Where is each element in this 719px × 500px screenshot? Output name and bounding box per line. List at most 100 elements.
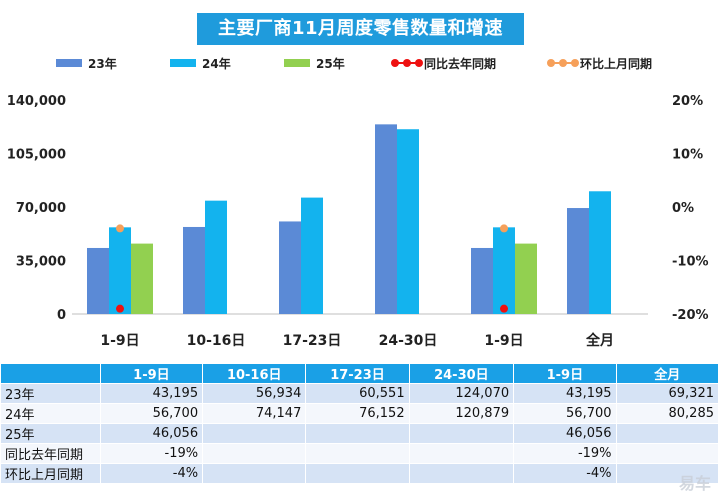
table-row-label: 25年 <box>0 423 101 444</box>
bar <box>183 226 205 314</box>
y-right-tick-label: 0% <box>672 201 694 216</box>
table-header-cell: 1-9日 <box>99 363 204 384</box>
table-cell <box>202 463 307 484</box>
legend-item-yoy: 同比去年同期 <box>391 53 497 73</box>
y-left-tick-label: 105,000 <box>7 148 66 163</box>
y-right-tick-label: 20% <box>672 94 703 109</box>
x-tick-label: 全月 <box>585 332 614 349</box>
legend-label-25: 25年 <box>316 56 345 71</box>
bar <box>375 124 397 314</box>
table-cell <box>202 423 307 444</box>
table-cell <box>305 443 410 464</box>
table-cell: -19% <box>513 443 617 464</box>
table-cell <box>305 423 410 444</box>
y-left-tick-label: 0 <box>57 308 66 323</box>
table-cell: 124,070 <box>408 383 515 404</box>
table-cell: 120,879 <box>408 403 515 424</box>
y-right-tick-label: -20% <box>672 308 709 323</box>
bar <box>205 200 227 314</box>
chart-legend: 23年 24年 25年 同比去年同期 环比上 <box>0 53 719 73</box>
table-header-cell: 1-9日 <box>513 363 617 384</box>
table-cell: 69,321 <box>615 383 719 404</box>
table-cell: 56,700 <box>99 403 204 424</box>
table-cell <box>408 423 515 444</box>
table-header-cell <box>0 363 101 384</box>
table-cell <box>615 423 719 444</box>
table-header-cell: 全月 <box>615 363 719 384</box>
y-right-tick-label: -10% <box>672 255 709 270</box>
legend-label-mom: 环比上月同期 <box>580 56 653 71</box>
table-cell: 74,147 <box>202 403 307 424</box>
table-header-cell: 10-16日 <box>202 363 307 384</box>
y-right-tick-label: 10% <box>672 148 703 163</box>
x-tick-label: 1-9日 <box>100 333 139 349</box>
bar <box>567 208 589 314</box>
table-cell <box>305 463 410 484</box>
legend-swatch-25 <box>284 59 310 67</box>
legend-item-24: 24年 <box>170 53 231 73</box>
legend-marker-yoy <box>391 53 423 73</box>
table-cell: 43,195 <box>513 383 617 404</box>
x-tick-label: 17-23日 <box>283 333 342 349</box>
bar <box>397 129 419 314</box>
table-cell: -4% <box>99 463 204 484</box>
table-cell: 76,152 <box>305 403 410 424</box>
plot-svg: 140,000 105,000 70,000 35,000 0 20% 10% 0% -10% -… <box>7 94 709 349</box>
table-header-row: 1-9日 10-16日 17-23日 24-30日 1-9日 全月 <box>0 363 719 384</box>
y-left-tick-label: 140,000 <box>7 94 66 109</box>
legend-label-24: 24年 <box>202 56 231 71</box>
legend-swatch-24 <box>170 59 196 67</box>
table-row: 环比上月同期 -4% -4% <box>0 463 719 484</box>
data-table: 1-9日 10-16日 17-23日 24-30日 1-9日 全月 23年 43,195 56,… <box>0 363 719 484</box>
bar <box>279 221 301 314</box>
table-cell <box>615 443 719 464</box>
table-cell <box>408 443 515 464</box>
table-cell: 60,551 <box>305 383 410 404</box>
line-point <box>116 304 124 313</box>
x-tick-label: 10-16日 <box>187 333 246 349</box>
bar <box>87 247 109 314</box>
bar <box>301 197 323 314</box>
table-cell: 56,934 <box>202 383 307 404</box>
line-point <box>116 224 124 233</box>
legend-item-mom: 环比上月同期 <box>547 53 653 73</box>
bar <box>589 191 611 314</box>
chart-area: 主要厂商11月周度零售数量和增速 23年 24年 25年 同比去年同期 <box>0 13 719 349</box>
x-tick-label: 1-9日 <box>484 333 523 349</box>
y-left-tick-label: 35,000 <box>16 255 66 270</box>
table-cell: 46,056 <box>99 423 204 444</box>
table-row: 同比去年同期 -19% -19% <box>0 443 719 464</box>
table-cell <box>408 463 515 484</box>
legend-item-25: 25年 <box>284 53 345 73</box>
table-row-label: 同比去年同期 <box>0 443 101 464</box>
table-cell <box>615 463 719 484</box>
legend-swatch-23 <box>56 59 82 67</box>
legend-label-yoy: 同比去年同期 <box>424 56 497 71</box>
bar <box>131 243 153 314</box>
table-header-cell: 24-30日 <box>408 363 515 384</box>
bar <box>109 227 131 314</box>
table-row-label: 23年 <box>0 383 101 404</box>
bar <box>493 227 515 314</box>
watermark: 易车 <box>678 474 711 493</box>
y-left-tick-label: 70,000 <box>16 201 66 216</box>
table-cell: 46,056 <box>513 423 617 444</box>
line-point <box>500 224 508 233</box>
bar <box>471 247 493 314</box>
x-tick-label: 24-30日 <box>379 333 438 349</box>
table-cell: 80,285 <box>615 403 719 424</box>
table-cell: -4% <box>513 463 617 484</box>
table-row: 25年 46,056 46,056 <box>0 423 719 444</box>
legend-label-23: 23年 <box>88 56 117 71</box>
table-row: 23年 43,195 56,934 60,551 124,070 43,195 69,321 <box>0 383 719 404</box>
table-cell <box>202 443 307 464</box>
table-cell: 43,195 <box>99 383 204 404</box>
legend-item-23: 23年 <box>56 53 117 73</box>
table-row: 24年 56,700 74,147 76,152 120,879 56,700 80,285 <box>0 403 719 424</box>
table-row-label: 24年 <box>0 403 101 424</box>
chart-title: 主要厂商11月周度零售数量和增速 <box>197 13 524 45</box>
line-point <box>500 304 508 313</box>
table-cell: -19% <box>99 443 204 464</box>
table-row-label: 环比上月同期 <box>0 463 101 484</box>
table-cell: 56,700 <box>513 403 617 424</box>
